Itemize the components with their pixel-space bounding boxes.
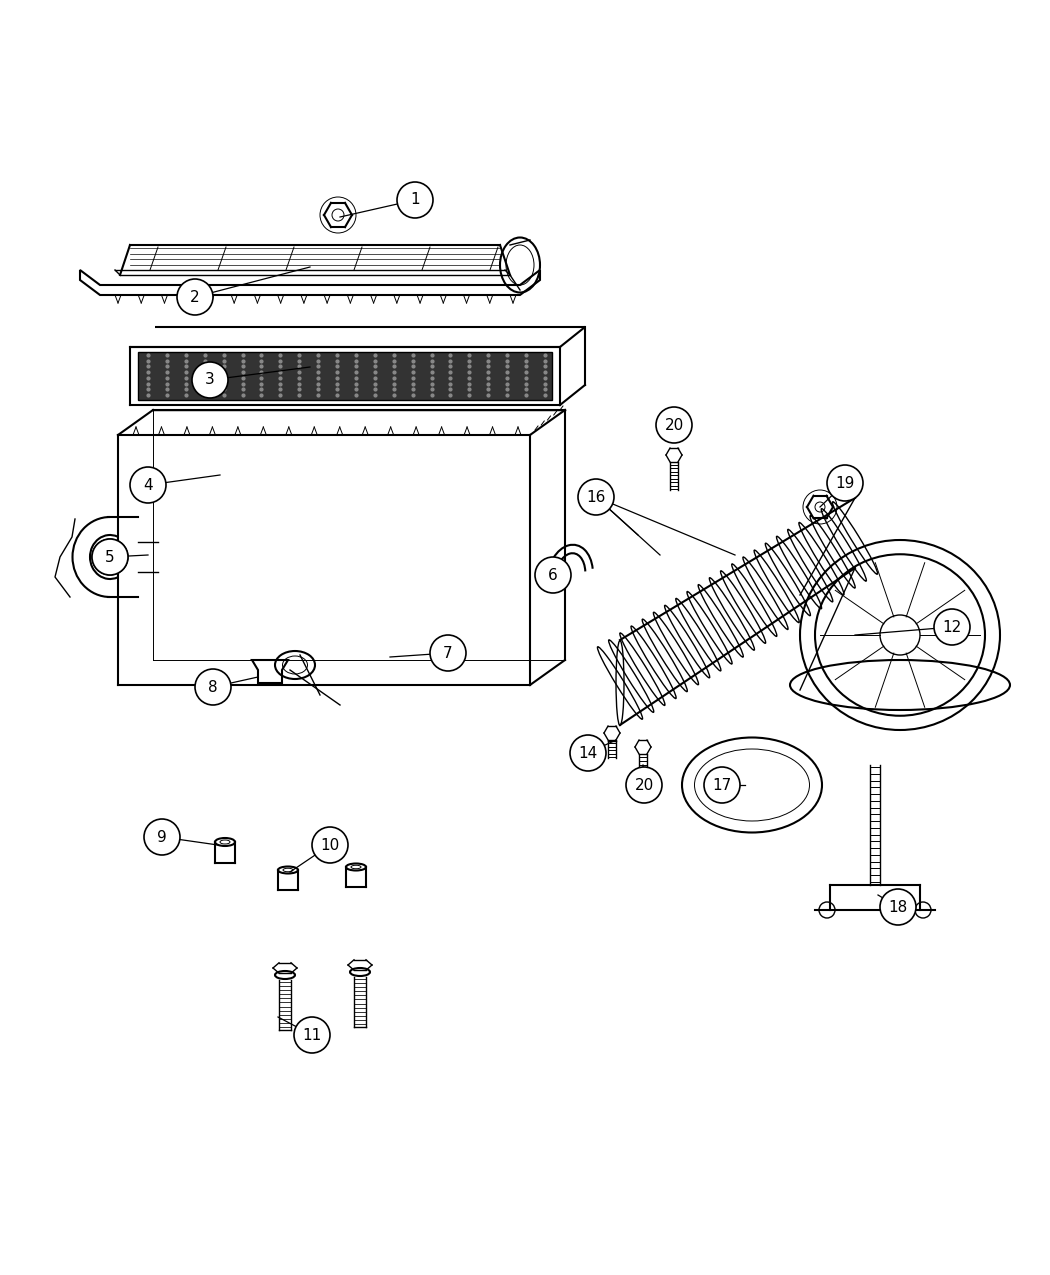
- Text: 12: 12: [943, 620, 962, 635]
- Text: 1: 1: [411, 193, 420, 208]
- Ellipse shape: [215, 838, 235, 847]
- Text: 8: 8: [208, 680, 217, 695]
- Circle shape: [536, 557, 571, 593]
- Text: 7: 7: [443, 645, 453, 660]
- Circle shape: [880, 889, 916, 924]
- Text: 4: 4: [143, 478, 153, 492]
- Circle shape: [626, 768, 662, 803]
- Text: 17: 17: [712, 778, 732, 793]
- Text: 10: 10: [320, 838, 339, 853]
- Ellipse shape: [346, 863, 366, 871]
- Text: 20: 20: [665, 417, 684, 432]
- Circle shape: [827, 465, 863, 501]
- Circle shape: [177, 279, 213, 315]
- Text: 11: 11: [302, 1028, 321, 1043]
- Text: 2: 2: [190, 289, 200, 305]
- Circle shape: [294, 1017, 330, 1053]
- Circle shape: [704, 768, 740, 803]
- Text: 16: 16: [586, 490, 606, 505]
- Text: 19: 19: [836, 476, 855, 491]
- Circle shape: [934, 609, 970, 645]
- Text: 3: 3: [205, 372, 215, 388]
- Circle shape: [430, 635, 466, 671]
- Circle shape: [397, 182, 433, 218]
- Circle shape: [92, 539, 128, 575]
- Ellipse shape: [350, 968, 370, 975]
- Circle shape: [570, 734, 606, 771]
- Circle shape: [195, 669, 231, 705]
- Circle shape: [312, 827, 348, 863]
- Circle shape: [192, 362, 228, 398]
- Ellipse shape: [278, 867, 298, 873]
- Circle shape: [144, 819, 180, 856]
- Text: 9: 9: [158, 830, 167, 844]
- Bar: [138, 352, 552, 400]
- Text: 18: 18: [888, 899, 907, 914]
- Text: 20: 20: [634, 778, 653, 793]
- Circle shape: [578, 479, 614, 515]
- Text: 5: 5: [105, 550, 114, 565]
- Circle shape: [656, 407, 692, 442]
- Text: 6: 6: [548, 567, 558, 583]
- Ellipse shape: [275, 972, 295, 979]
- Text: 14: 14: [579, 746, 597, 760]
- Circle shape: [130, 467, 166, 504]
